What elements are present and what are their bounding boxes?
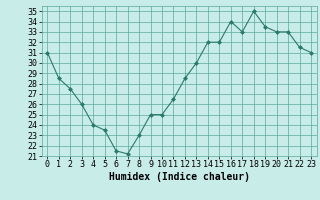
- X-axis label: Humidex (Indice chaleur): Humidex (Indice chaleur): [109, 172, 250, 182]
